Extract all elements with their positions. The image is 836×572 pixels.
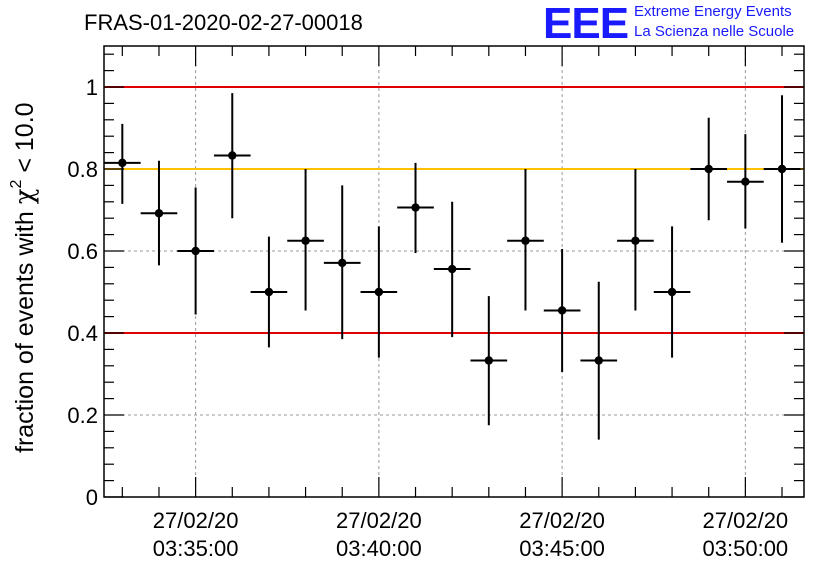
point-marker xyxy=(411,203,420,212)
x-tick-label-time: 03:45:00 xyxy=(519,536,605,561)
data-point xyxy=(470,296,508,426)
point-marker xyxy=(777,164,787,174)
point-marker xyxy=(374,287,384,297)
data-point xyxy=(250,236,288,348)
point-marker xyxy=(557,306,567,315)
data-point xyxy=(727,134,764,229)
data-point xyxy=(617,169,654,311)
point-marker xyxy=(191,246,200,256)
y-tick-label: 1 xyxy=(86,75,98,100)
y-tick-label: 0.6 xyxy=(67,239,98,264)
y-tick-label: 0 xyxy=(86,485,98,510)
y-tick-label: 0.2 xyxy=(67,403,98,428)
data-points xyxy=(104,93,801,440)
data-point xyxy=(763,95,801,243)
point-marker xyxy=(741,177,750,186)
data-point xyxy=(397,162,434,254)
x-tick-label-date: 27/02/20 xyxy=(519,508,605,533)
y-axis-title-prefix: fraction of events with xyxy=(11,204,39,453)
plot-border xyxy=(103,45,805,498)
data-point xyxy=(433,201,471,338)
axis-ticks xyxy=(104,46,804,498)
point-marker xyxy=(118,158,127,168)
eee-logo: EEE Extreme Energy Events La Scienza nel… xyxy=(543,2,794,46)
y-axis-title-suffix: < 10.0 xyxy=(11,102,39,179)
reference-lines xyxy=(104,86,804,334)
point-marker xyxy=(447,264,457,274)
data-point xyxy=(104,123,141,204)
point-marker xyxy=(521,236,530,245)
point-marker xyxy=(228,151,237,160)
logo-mark: EEE xyxy=(543,0,629,48)
point-marker xyxy=(484,356,494,365)
data-point xyxy=(690,117,728,221)
logo-caption-line1: Extreme Energy Events xyxy=(634,3,792,20)
point-marker xyxy=(301,236,310,245)
data-point xyxy=(140,160,178,266)
point-marker xyxy=(704,164,713,174)
y-tick-label: 0.4 xyxy=(67,321,98,346)
y-axis-title: fraction of events with χ2 < 10.0 xyxy=(8,102,40,453)
data-point xyxy=(543,248,581,372)
x-tick-label-date: 27/02/20 xyxy=(336,508,422,533)
y-axis-title-symbol: χ xyxy=(10,188,40,204)
point-marker xyxy=(264,287,274,297)
x-tick-label-time: 03:35:00 xyxy=(153,536,239,561)
x-tick-label-date: 27/02/20 xyxy=(703,508,789,533)
y-axis-title-superscript: 2 xyxy=(8,180,25,189)
tick-labels: 0 0.2 0.4 0.6 0.8 1 27/02/20 03:35:00 27/02/20 03… xyxy=(67,75,788,561)
chart-title: FRAS-01-2020-02-27-00018 xyxy=(84,10,363,35)
x-tick-label-time: 03:40:00 xyxy=(336,536,422,561)
data-point xyxy=(323,185,361,340)
data-point xyxy=(177,187,214,315)
data-point xyxy=(360,226,398,358)
data-point xyxy=(287,169,324,311)
point-marker xyxy=(631,236,640,245)
logo-caption: Extreme Energy Events La Scienza nelle S… xyxy=(634,2,794,42)
point-marker xyxy=(594,356,603,365)
y-tick-label: 0.8 xyxy=(67,157,98,182)
data-point xyxy=(580,281,618,440)
logo-caption-line2: La Scienza nelle Scuole xyxy=(634,23,795,40)
point-marker xyxy=(154,209,164,218)
data-point xyxy=(507,169,544,311)
data-point xyxy=(653,226,691,358)
point-marker xyxy=(667,287,677,297)
x-tick-label-date: 27/02/20 xyxy=(153,508,239,533)
data-point xyxy=(213,93,251,219)
x-tick-label-time: 03:50:00 xyxy=(703,536,789,561)
plot-frame xyxy=(103,45,805,498)
point-marker xyxy=(338,258,347,268)
